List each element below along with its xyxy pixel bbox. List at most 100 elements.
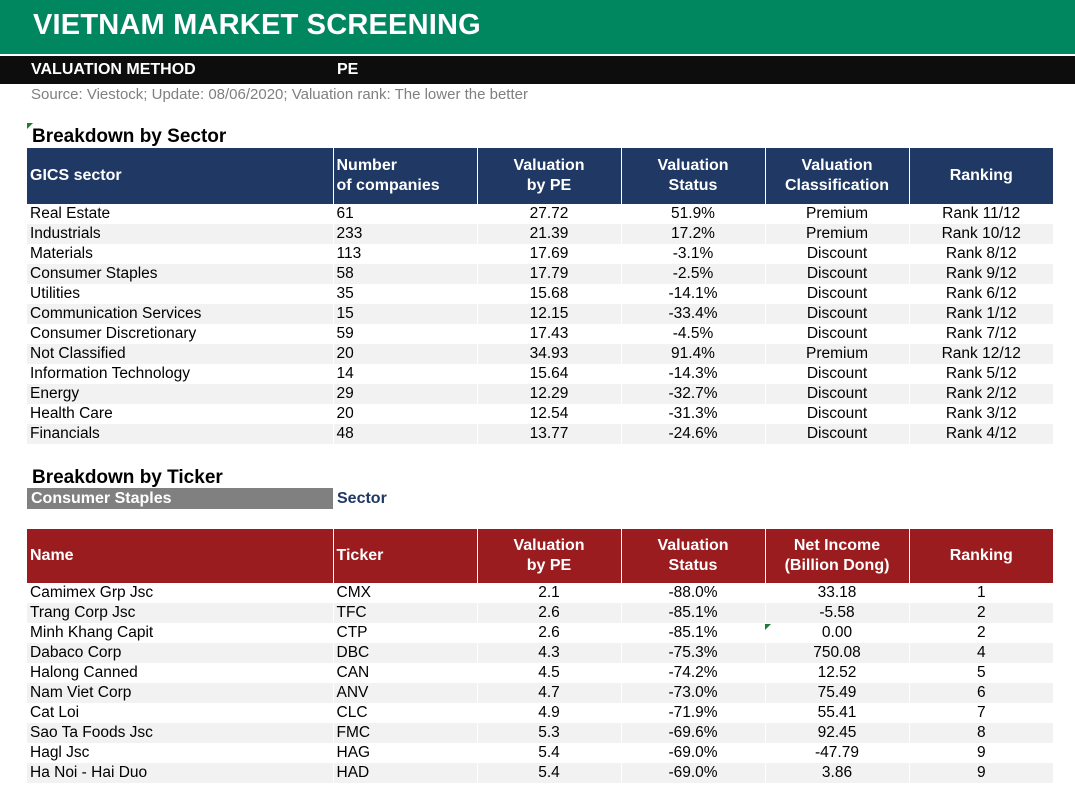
- table-cell: 91.4%: [621, 344, 766, 364]
- table-cell: Minh Khang Capit: [27, 623, 334, 643]
- table-cell: Discount: [765, 264, 910, 284]
- table-row: Materials 113 17.69 -3.1% Discount Rank 8/12: [27, 244, 1053, 264]
- table-cell: Consumer Discretionary: [27, 324, 334, 344]
- table-row: Health Care 20 12.54 -31.3% Discount Rank 3/1…: [27, 404, 1053, 424]
- table-cell: 51.9%: [621, 204, 766, 224]
- sector-table-body: Real Estate 61 27.72 51.9% Premium Rank 11/12…: [27, 204, 1053, 444]
- title-bar: VIETNAM MARKET SCREENING: [0, 0, 1075, 54]
- table-cell: 55.41: [765, 703, 910, 723]
- table-cell: CTP: [333, 623, 478, 643]
- table-cell: Rank 9/12: [909, 264, 1053, 284]
- table-cell: -32.7%: [621, 384, 766, 404]
- column-header: Ticker: [333, 529, 478, 583]
- table-cell: 2.1: [477, 583, 622, 603]
- table-row: Not Classified 20 34.93 91.4% Premium Rank 12…: [27, 344, 1053, 364]
- table-cell: -71.9%: [621, 703, 766, 723]
- table-cell: Rank 10/12: [909, 224, 1053, 244]
- table-cell: 61: [333, 204, 478, 224]
- source-note: Source: Viestock; Update: 08/06/2020; Va…: [31, 86, 528, 103]
- table-row: Halong Canned CAN 4.5 -74.2% 12.52 5: [27, 663, 1053, 683]
- table-row: Financials 48 13.77 -24.6% Discount Rank 4/12: [27, 424, 1053, 444]
- ticker-table: Name Ticker Valuation by PE Valuation Stat…: [27, 529, 1053, 783]
- table-row: Consumer Staples 58 17.79 -2.5% Discount Rank…: [27, 264, 1053, 284]
- valuation-method-value[interactable]: PE: [337, 61, 359, 78]
- ticker-section-title: Breakdown by Ticker: [32, 467, 223, 488]
- table-cell: 75.49: [765, 683, 910, 703]
- table-cell: Discount: [765, 324, 910, 344]
- table-cell: 58: [333, 264, 478, 284]
- table-cell: 2.6: [477, 603, 622, 623]
- column-header: Valuation Status: [621, 148, 766, 204]
- table-cell: 92.45: [765, 723, 910, 743]
- table-cell: 15.64: [477, 364, 622, 384]
- table-cell: CAN: [333, 663, 478, 683]
- table-cell: 5: [976, 664, 986, 681]
- table-cell: Financials: [27, 424, 334, 444]
- table-cell: Rank 8/12: [945, 245, 1017, 262]
- table-cell: 9: [909, 763, 1053, 783]
- sector-table-header: GICS sector Number of companies Valuation…: [27, 148, 1053, 204]
- table-cell: Rank 1/12: [909, 304, 1053, 324]
- table-cell: 34.93: [477, 344, 622, 364]
- column-header: Net Income (Billion Dong): [765, 529, 910, 583]
- table-cell: 8: [909, 723, 1053, 743]
- table-cell: Rank 12/12: [909, 344, 1053, 364]
- table-cell: 15: [333, 304, 478, 324]
- ticker-table-body: Camimex Grp Jsc CMX 2.1 -88.0% 33.18 1 Trang C…: [27, 583, 1053, 783]
- table-cell: Rank 5/12: [945, 365, 1017, 382]
- table-cell: 29: [333, 384, 478, 404]
- table-cell: 12.54: [477, 404, 622, 424]
- table-row: Information Technology 14 15.64 -14.3% Disco…: [27, 364, 1053, 384]
- cell-comment-marker: [27, 123, 33, 129]
- table-cell: 5.4: [477, 763, 622, 783]
- table-cell: 35: [333, 284, 478, 304]
- table-cell: -24.6%: [621, 424, 766, 444]
- valuation-method-label: VALUATION METHOD: [31, 61, 196, 78]
- table-cell: -47.79: [765, 743, 910, 763]
- page-title: VIETNAM MARKET SCREENING: [33, 9, 481, 41]
- table-row: Real Estate 61 27.72 51.9% Premium Rank 11/12: [27, 204, 1053, 224]
- table-cell: CMX: [333, 583, 478, 603]
- valuation-method-bar: VALUATION METHOD PE: [0, 56, 1075, 84]
- table-cell: Health Care: [27, 404, 334, 424]
- table-cell: 33.18: [765, 583, 910, 603]
- table-cell: Premium: [765, 344, 910, 364]
- table-row: Energy 29 12.29 -32.7% Discount Rank 2/12: [27, 384, 1053, 404]
- table-row: Communication Services 15 12.15 -33.4% Disco…: [27, 304, 1053, 324]
- table-cell: FMC: [333, 723, 478, 743]
- table-row: Hagl Jsc HAG 5.4 -69.0% -47.79 9: [27, 743, 1053, 763]
- table-cell: -74.2%: [621, 663, 766, 683]
- table-cell: 21.39: [477, 224, 622, 244]
- table-cell: Cat Loi: [27, 703, 334, 723]
- table-cell: 4.7: [477, 683, 622, 703]
- table-cell: 12.52: [765, 663, 910, 683]
- table-cell: Sao Ta Foods Jsc: [27, 723, 334, 743]
- table-cell: Consumer Staples: [27, 264, 334, 284]
- column-header: Ranking: [909, 529, 1053, 583]
- table-cell: Discount: [765, 424, 910, 444]
- table-cell: Discount: [765, 384, 910, 404]
- table-row: Sao Ta Foods Jsc FMC 5.3 -69.6% 92.45 8: [27, 723, 1053, 743]
- table-cell: Energy: [27, 384, 334, 404]
- table-row: Nam Viet Corp ANV 4.7 -73.0% 75.49 6: [27, 683, 1053, 703]
- table-cell: Discount: [765, 284, 910, 304]
- table-cell: 4.5: [477, 663, 622, 683]
- column-header: Name: [27, 529, 334, 583]
- table-cell: -85.1%: [621, 603, 766, 623]
- table-cell: 14: [333, 364, 478, 384]
- table-cell: -5.58: [765, 603, 910, 623]
- table-row: Camimex Grp Jsc CMX 2.1 -88.0% 33.18 1: [27, 583, 1053, 603]
- table-cell: DBC: [333, 643, 478, 663]
- table-cell: Ha Noi - Hai Duo: [27, 763, 334, 783]
- table-cell: Premium: [765, 204, 910, 224]
- table-cell: Trang Corp Jsc: [27, 603, 334, 623]
- table-row: Industrials 233 21.39 17.2% Premium Rank 10/1…: [27, 224, 1053, 244]
- table-cell: Dabaco Corp: [27, 643, 334, 663]
- sector-selector[interactable]: Consumer Staples: [27, 488, 333, 509]
- table-cell: 5.4: [477, 743, 622, 763]
- column-header: Ranking: [909, 148, 1053, 204]
- table-cell: Real Estate: [27, 204, 334, 224]
- table-cell: Industrials: [27, 224, 334, 244]
- table-cell: HAD: [333, 763, 478, 783]
- table-cell: Information Technology: [27, 364, 334, 384]
